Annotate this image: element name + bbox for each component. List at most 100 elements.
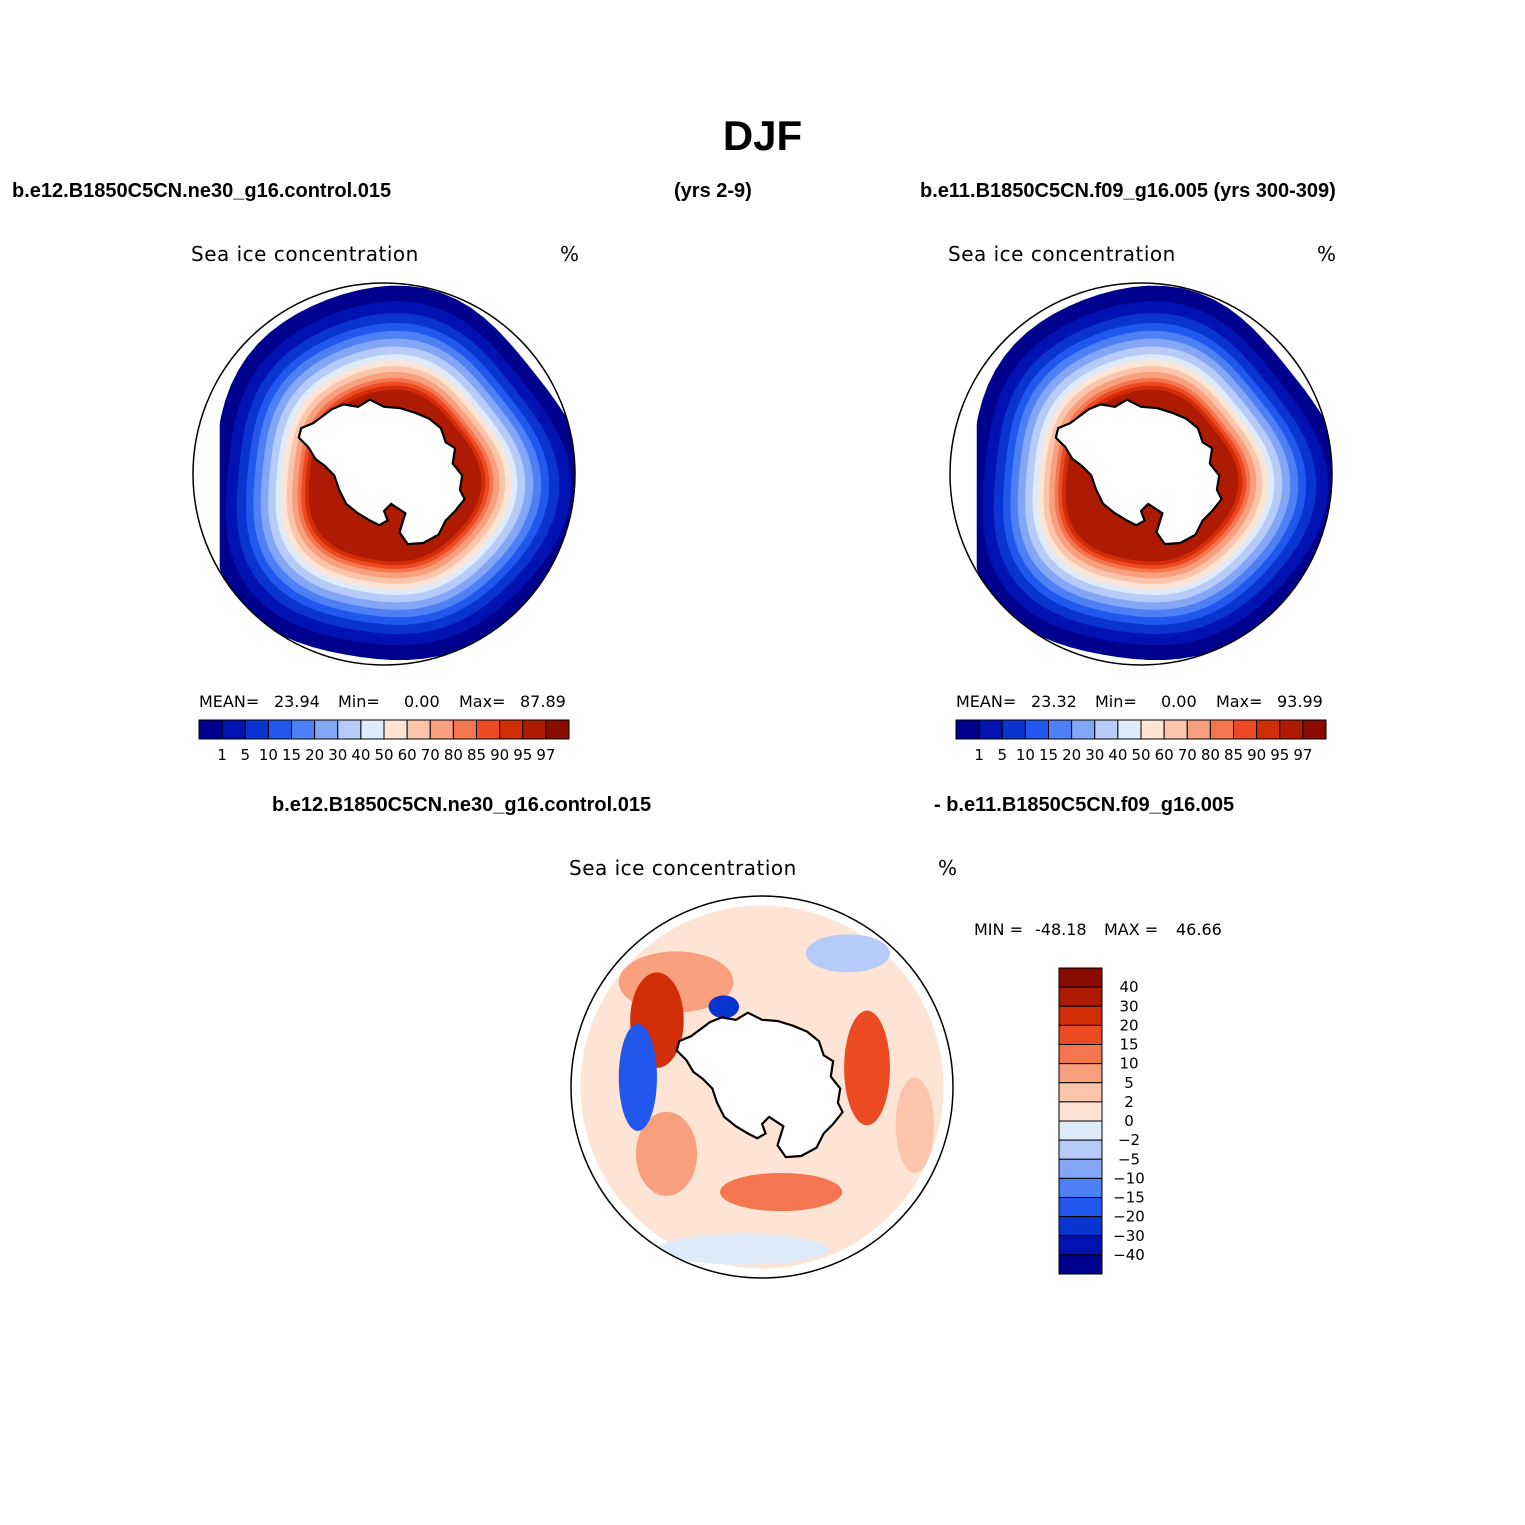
panel2-mean-value: 23.32 xyxy=(1031,692,1077,711)
map-fill-3 xyxy=(571,896,953,1278)
colorbar-swatch xyxy=(1058,1024,1103,1045)
map-boundary xyxy=(192,282,576,666)
colorbar-tick-label: 50 xyxy=(1131,746,1150,764)
colorbar-tick-label: 30 xyxy=(328,746,347,764)
case1-label: b.e12.B1850C5CN.ne30_g16.control.015 xyxy=(12,180,392,202)
colorbar-swatch xyxy=(429,719,454,740)
colorbar-tick-label: 70 xyxy=(1178,746,1197,764)
colorbar-swatch xyxy=(1058,1235,1103,1256)
panel3-max-label: MAX = xyxy=(1104,920,1159,939)
colorbar-swatch xyxy=(955,719,980,740)
colorbar-swatch xyxy=(406,719,431,740)
colorbar-2: 1 5 10 15 20 30 40 50 60 70 80 85 90 95 97 xyxy=(955,719,1327,764)
colorbar-tick-label: −5 xyxy=(1118,1150,1140,1168)
colorbar-swatch xyxy=(1058,986,1103,1007)
diff-label-right: - b.e11.B1850C5CN.f09_g16.005 xyxy=(934,794,1235,816)
colorbar-tick-label: 40 xyxy=(1108,746,1127,764)
colorbar-tick-label: 40 xyxy=(351,746,370,764)
ice-free-region xyxy=(950,397,977,589)
colorbar-swatch xyxy=(1186,719,1211,740)
colorbar-tick-label: 1 xyxy=(217,746,227,764)
colorbar-swatch xyxy=(1058,1158,1103,1179)
colorbar-swatch xyxy=(1094,719,1119,740)
panel1-max-label: Max= xyxy=(459,692,506,711)
colorbar-tick-label: 15 xyxy=(1119,1036,1138,1054)
colorbar-swatch xyxy=(1058,1120,1103,1141)
colorbar-swatch xyxy=(198,719,223,740)
colorbar-swatch xyxy=(452,719,477,740)
colorbar-swatch xyxy=(337,719,362,740)
polar-map-2 xyxy=(949,282,1333,666)
colorbar-swatch xyxy=(1058,1082,1103,1103)
colorbar-swatch xyxy=(1140,719,1165,740)
colorbar-swatch xyxy=(522,719,547,740)
colorbar-swatch xyxy=(1058,1177,1103,1198)
colorbar-swatch xyxy=(314,719,339,740)
colorbar-tick-label: 20 xyxy=(1062,746,1081,764)
colorbar-tick-label: 95 xyxy=(513,746,532,764)
colorbar-tick-label: 10 xyxy=(259,746,278,764)
colorbar-swatch xyxy=(1279,719,1304,740)
colorbar-tick-label: 5 xyxy=(240,746,250,764)
colorbar-swatch xyxy=(1058,1254,1103,1275)
colorbar-swatch xyxy=(221,719,246,740)
map-fill-2 xyxy=(950,283,1332,665)
case2-label: b.e11.B1850C5CN.f09_g16.005 (yrs 300-309… xyxy=(920,180,1336,202)
colorbar-swatch xyxy=(499,719,524,740)
colorbar-swatch xyxy=(1256,719,1281,740)
panel1-mean-value: 23.94 xyxy=(274,692,320,711)
panel1-units: % xyxy=(560,242,580,266)
colorbar-1: 1 5 10 15 20 30 40 50 60 70 80 85 90 95 97 xyxy=(198,719,570,764)
map-boundary xyxy=(949,282,1333,666)
map-boundary xyxy=(570,895,954,1279)
colorbar-tick-label: 20 xyxy=(1119,1016,1138,1034)
diff-patch xyxy=(656,1234,829,1265)
colorbar-tick-label: 50 xyxy=(374,746,393,764)
map-fill-1 xyxy=(193,283,575,665)
colorbar-tick-label: 20 xyxy=(305,746,324,764)
antarctica-coastline xyxy=(297,398,466,546)
diff-patch xyxy=(844,1010,890,1126)
panel2-min-label: Min= xyxy=(1095,692,1137,711)
colorbar-tick-label: 97 xyxy=(1293,746,1312,764)
colorbar-tick-label: 80 xyxy=(1201,746,1220,764)
colorbar-tick-label: 0 xyxy=(1124,1112,1134,1130)
colorbar-tick-label: −2 xyxy=(1118,1131,1140,1149)
colorbar-tick-label: 95 xyxy=(1270,746,1289,764)
panel3-units: % xyxy=(938,856,958,880)
ice-free-region xyxy=(193,397,220,589)
colorbar-tick-label: 15 xyxy=(282,746,301,764)
panel2-mean-label: MEAN= xyxy=(956,692,1017,711)
panel2-max-value: 93.99 xyxy=(1277,692,1323,711)
antarctica-coastline xyxy=(1054,398,1223,546)
colorbar-tick-label: 40 xyxy=(1119,978,1138,996)
colorbar-swatch xyxy=(1058,1044,1103,1065)
colorbar-swatch xyxy=(1024,719,1049,740)
colorbar-swatch xyxy=(1058,1005,1103,1026)
colorbar-swatch xyxy=(1058,1216,1103,1237)
colorbar-tick-label: −20 xyxy=(1113,1208,1145,1226)
colorbar-tick-label: 60 xyxy=(398,746,417,764)
panel1-min-value: 0.00 xyxy=(404,692,440,711)
panel2-max-label: Max= xyxy=(1216,692,1263,711)
colorbar-tick-label: 5 xyxy=(997,746,1007,764)
colorbar-swatch xyxy=(360,719,385,740)
colorbar-tick-label: −15 xyxy=(1113,1189,1145,1207)
colorbar-tick-label: 85 xyxy=(467,746,486,764)
panel3-title: Sea ice concentration xyxy=(569,856,797,880)
colorbar-swatch xyxy=(1302,719,1327,740)
colorbar-tick-label: 2 xyxy=(1124,1093,1134,1111)
panel1-max-value: 87.89 xyxy=(520,692,566,711)
colorbar-swatch xyxy=(1058,967,1103,988)
colorbar-swatch xyxy=(267,719,292,740)
colorbar-swatch xyxy=(545,719,570,740)
colorbar-swatch xyxy=(1058,1197,1103,1218)
colorbar-swatch xyxy=(1048,719,1073,740)
colorbar-swatch xyxy=(476,719,501,740)
panel2-units: % xyxy=(1317,242,1337,266)
colorbar-tick-label: 60 xyxy=(1155,746,1174,764)
colorbar-tick-label: 90 xyxy=(1247,746,1266,764)
colorbar-tick-label: 80 xyxy=(444,746,463,764)
colorbar-tick-label: 10 xyxy=(1119,1055,1138,1073)
colorbar-swatch xyxy=(1001,719,1026,740)
